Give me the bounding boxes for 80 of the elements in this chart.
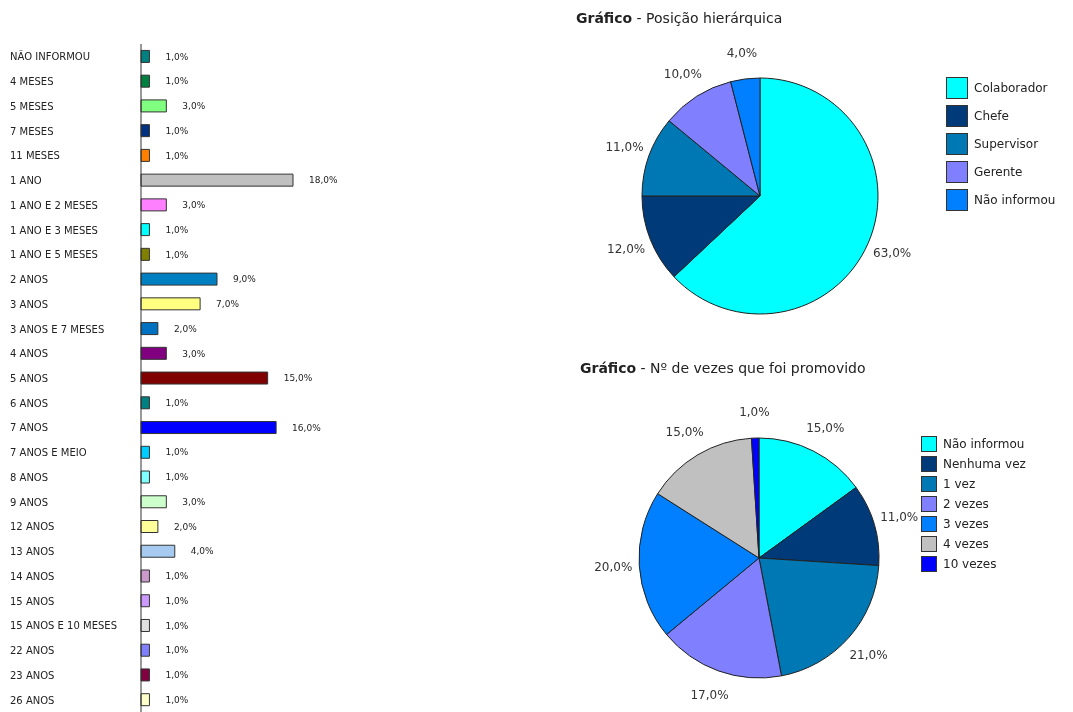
y-tick-label: 3 ANOS E 7 MESES bbox=[10, 323, 105, 335]
data-label: 1,0% bbox=[165, 125, 189, 136]
y-tick-label: 5 MESES bbox=[10, 100, 54, 112]
data-label: 11,0% bbox=[880, 510, 919, 525]
y-tick-label: 11 MESES bbox=[10, 150, 60, 162]
y-tick-label: 22 ANOS bbox=[10, 645, 55, 657]
legend-label: Não informou bbox=[974, 193, 1056, 207]
data-label: 1,0% bbox=[165, 150, 189, 161]
data-label: 9,0% bbox=[233, 274, 257, 285]
data-label: 63,0% bbox=[873, 246, 912, 261]
data-label: 1,0% bbox=[165, 670, 189, 681]
y-tick-label: 15 ANOS E 10 MESES bbox=[10, 620, 117, 632]
y-tick-label: 13 ANOS bbox=[10, 546, 55, 558]
legend-label: Chefe bbox=[974, 109, 1009, 123]
data-label: 1,0% bbox=[165, 224, 189, 235]
data-label: 1,0% bbox=[165, 595, 189, 606]
data-label: 4,0% bbox=[726, 46, 758, 61]
data-label: 12,0% bbox=[607, 242, 646, 257]
data-label: 3,0% bbox=[182, 348, 206, 359]
y-tick-label: 3 ANOS bbox=[10, 298, 49, 310]
y-tick-label: 12 ANOS bbox=[10, 521, 55, 533]
data-label: 4,0% bbox=[190, 546, 215, 557]
data-label: 1,0% bbox=[165, 249, 189, 260]
data-label: 21,0% bbox=[849, 647, 888, 662]
data-label: 18,0% bbox=[309, 175, 339, 186]
data-label: 1,0% bbox=[165, 472, 189, 483]
y-tick-label: 15 ANOS bbox=[10, 595, 55, 607]
data-label: 3,0% bbox=[182, 200, 206, 211]
data-label: 3,0% bbox=[182, 496, 206, 507]
legend-label: Colaborador bbox=[974, 81, 1048, 95]
y-tick-label: 4 MESES bbox=[10, 76, 54, 88]
y-tick-label: 7 ANOS bbox=[10, 422, 49, 434]
y-tick-label: 9 ANOS bbox=[10, 496, 49, 508]
y-tick-label: 8 ANOS bbox=[10, 471, 49, 483]
data-label: 1,0% bbox=[165, 620, 189, 631]
data-label: 15,0% bbox=[283, 373, 313, 384]
y-tick-label: 4 ANOS bbox=[10, 348, 49, 360]
legend-label: 2 vezes bbox=[943, 497, 989, 511]
legend-label: 3 vezes bbox=[943, 517, 989, 531]
y-tick-label: 26 ANOS bbox=[10, 694, 55, 706]
data-label: 1,0% bbox=[165, 51, 189, 62]
y-tick-label: 1 ANO E 2 MESES bbox=[10, 199, 98, 211]
legend-label: 10 vezes bbox=[943, 557, 997, 571]
data-label: 1,0% bbox=[165, 645, 189, 656]
chart-title: Gráfico - Posição hierárquica bbox=[576, 10, 783, 26]
data-label: 1,0% bbox=[165, 571, 189, 582]
y-tick-label: 1 ANO E 5 MESES bbox=[10, 249, 98, 261]
chart-title: Gráfico - Nº de vezes que foi promovido bbox=[580, 360, 866, 376]
data-label: 2,0% bbox=[173, 521, 198, 532]
data-label: 1,0% bbox=[165, 447, 189, 458]
data-label: 2,0% bbox=[173, 323, 198, 334]
data-label: 10,0% bbox=[663, 67, 702, 82]
data-label: 16,0% bbox=[292, 422, 322, 433]
y-tick-label: 1 ANO bbox=[10, 175, 42, 187]
y-tick-label: NÃO INFORMOU bbox=[10, 50, 91, 63]
legend-label: 1 vez bbox=[943, 477, 976, 491]
y-tick-label: 7 MESES bbox=[10, 125, 54, 137]
y-tick-label: 2 ANOS bbox=[10, 274, 49, 286]
legend-label: Não informou bbox=[943, 437, 1025, 451]
y-tick-label: 1 ANO E 3 MESES bbox=[10, 224, 98, 236]
legend-label: 4 vezes bbox=[943, 537, 989, 551]
data-label: 1,0% bbox=[165, 76, 189, 87]
y-tick-label: 6 ANOS bbox=[10, 397, 49, 409]
y-tick-label: 5 ANOS bbox=[10, 373, 49, 384]
data-label: 7,0% bbox=[216, 299, 240, 310]
data-label: 11,0% bbox=[605, 140, 644, 155]
data-label: 1,0% bbox=[739, 405, 770, 420]
legend-label: Gerente bbox=[974, 165, 1023, 179]
legend-label: Nenhuma vez bbox=[943, 457, 1026, 471]
data-label: 15,0% bbox=[665, 425, 704, 440]
legend-label: Supervisor bbox=[974, 137, 1039, 151]
y-tick-label: 7 ANOS E MEIO bbox=[10, 447, 87, 459]
data-label: 1,0% bbox=[165, 398, 189, 408]
data-label: 20,0% bbox=[594, 560, 633, 575]
data-label: 17,0% bbox=[690, 688, 729, 703]
y-tick-label: 23 ANOS bbox=[10, 669, 55, 681]
data-label: 15,0% bbox=[806, 420, 845, 435]
data-label: 3,0% bbox=[182, 101, 206, 112]
data-label: 1,0% bbox=[165, 694, 189, 705]
y-tick-label: 14 ANOS bbox=[10, 570, 55, 582]
